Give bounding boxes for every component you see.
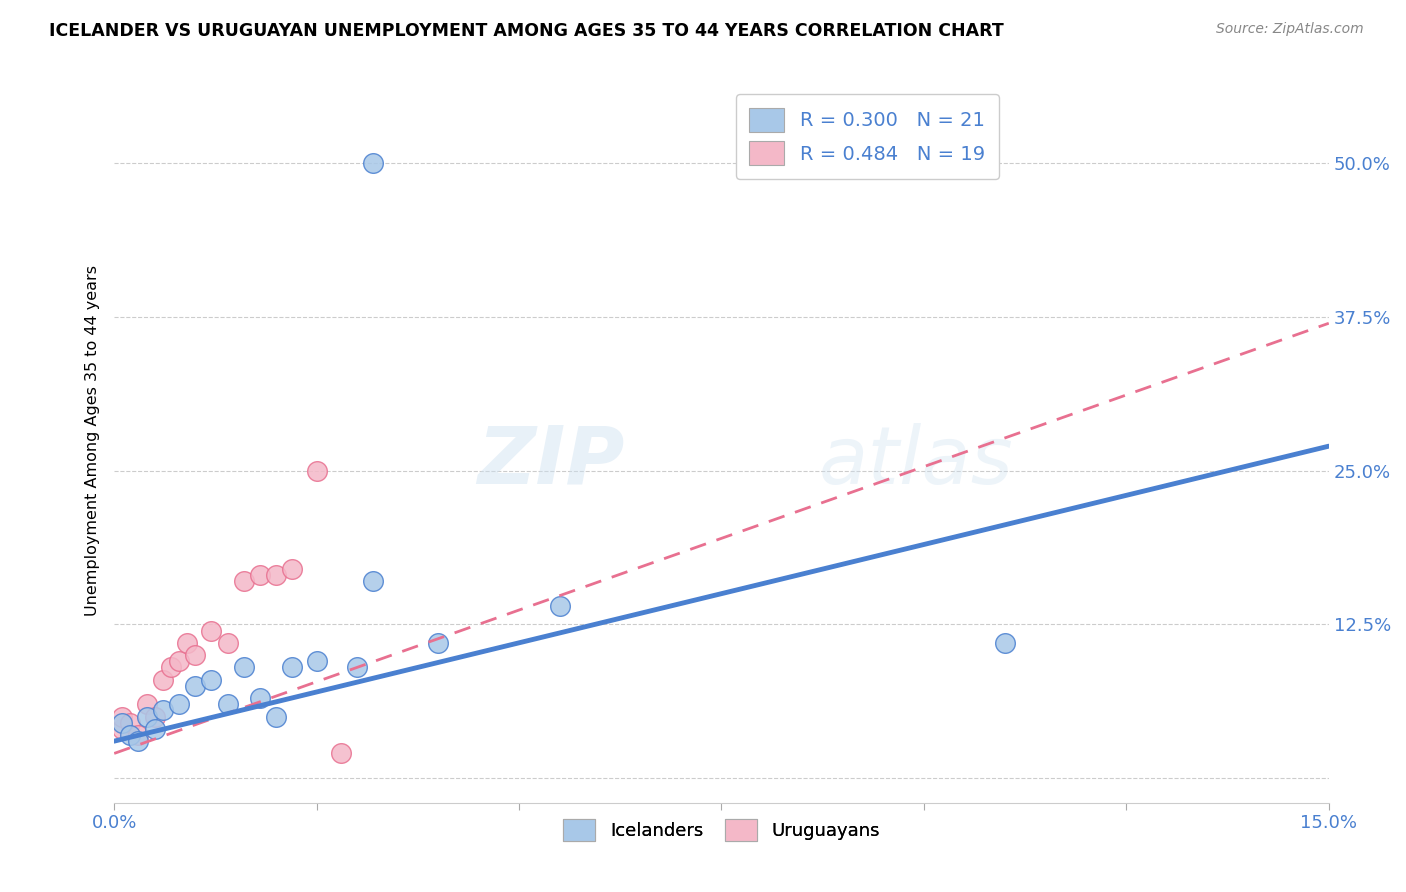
Point [127, 728, 149, 742]
Point [135, 698, 157, 712]
Point [217, 636, 239, 650]
Point [176, 636, 198, 650]
Legend: Icelanders, Uruguayans: Icelanders, Uruguayans [555, 812, 887, 848]
Text: ZIP: ZIP [477, 423, 624, 500]
Point [135, 709, 157, 723]
Point [281, 660, 304, 674]
Text: ICELANDER VS URUGUAYAN UNEMPLOYMENT AMONG AGES 35 TO 44 YEARS CORRELATION CHART: ICELANDER VS URUGUAYAN UNEMPLOYMENT AMON… [49, 22, 1004, 40]
Point [111, 709, 134, 723]
Point [994, 636, 1017, 650]
Point [232, 660, 254, 674]
Point [127, 734, 149, 748]
Point [184, 679, 207, 693]
Point [111, 715, 134, 730]
Point [184, 648, 207, 662]
Point [120, 715, 142, 730]
Point [249, 691, 271, 706]
Point [160, 660, 183, 674]
Point [120, 728, 142, 742]
Point [363, 156, 385, 170]
Point [346, 660, 368, 674]
Text: atlas: atlas [818, 423, 1014, 500]
Point [264, 568, 287, 582]
Point [167, 698, 190, 712]
Point [305, 654, 328, 668]
Point [152, 703, 174, 717]
Point [548, 599, 571, 613]
Point [167, 654, 190, 668]
Point [427, 636, 450, 650]
Y-axis label: Unemployment Among Ages 35 to 44 years: Unemployment Among Ages 35 to 44 years [86, 265, 100, 615]
Text: Source: ZipAtlas.com: Source: ZipAtlas.com [1216, 22, 1364, 37]
Point [305, 464, 328, 478]
Point [143, 709, 166, 723]
Point [152, 673, 174, 687]
Point [264, 709, 287, 723]
Point [217, 698, 239, 712]
Point [111, 722, 134, 736]
Point [249, 568, 271, 582]
Point [143, 722, 166, 736]
Point [232, 574, 254, 589]
Point [329, 747, 352, 761]
Point [200, 624, 222, 638]
Point [200, 673, 222, 687]
Point [281, 562, 304, 576]
Point [363, 574, 385, 589]
